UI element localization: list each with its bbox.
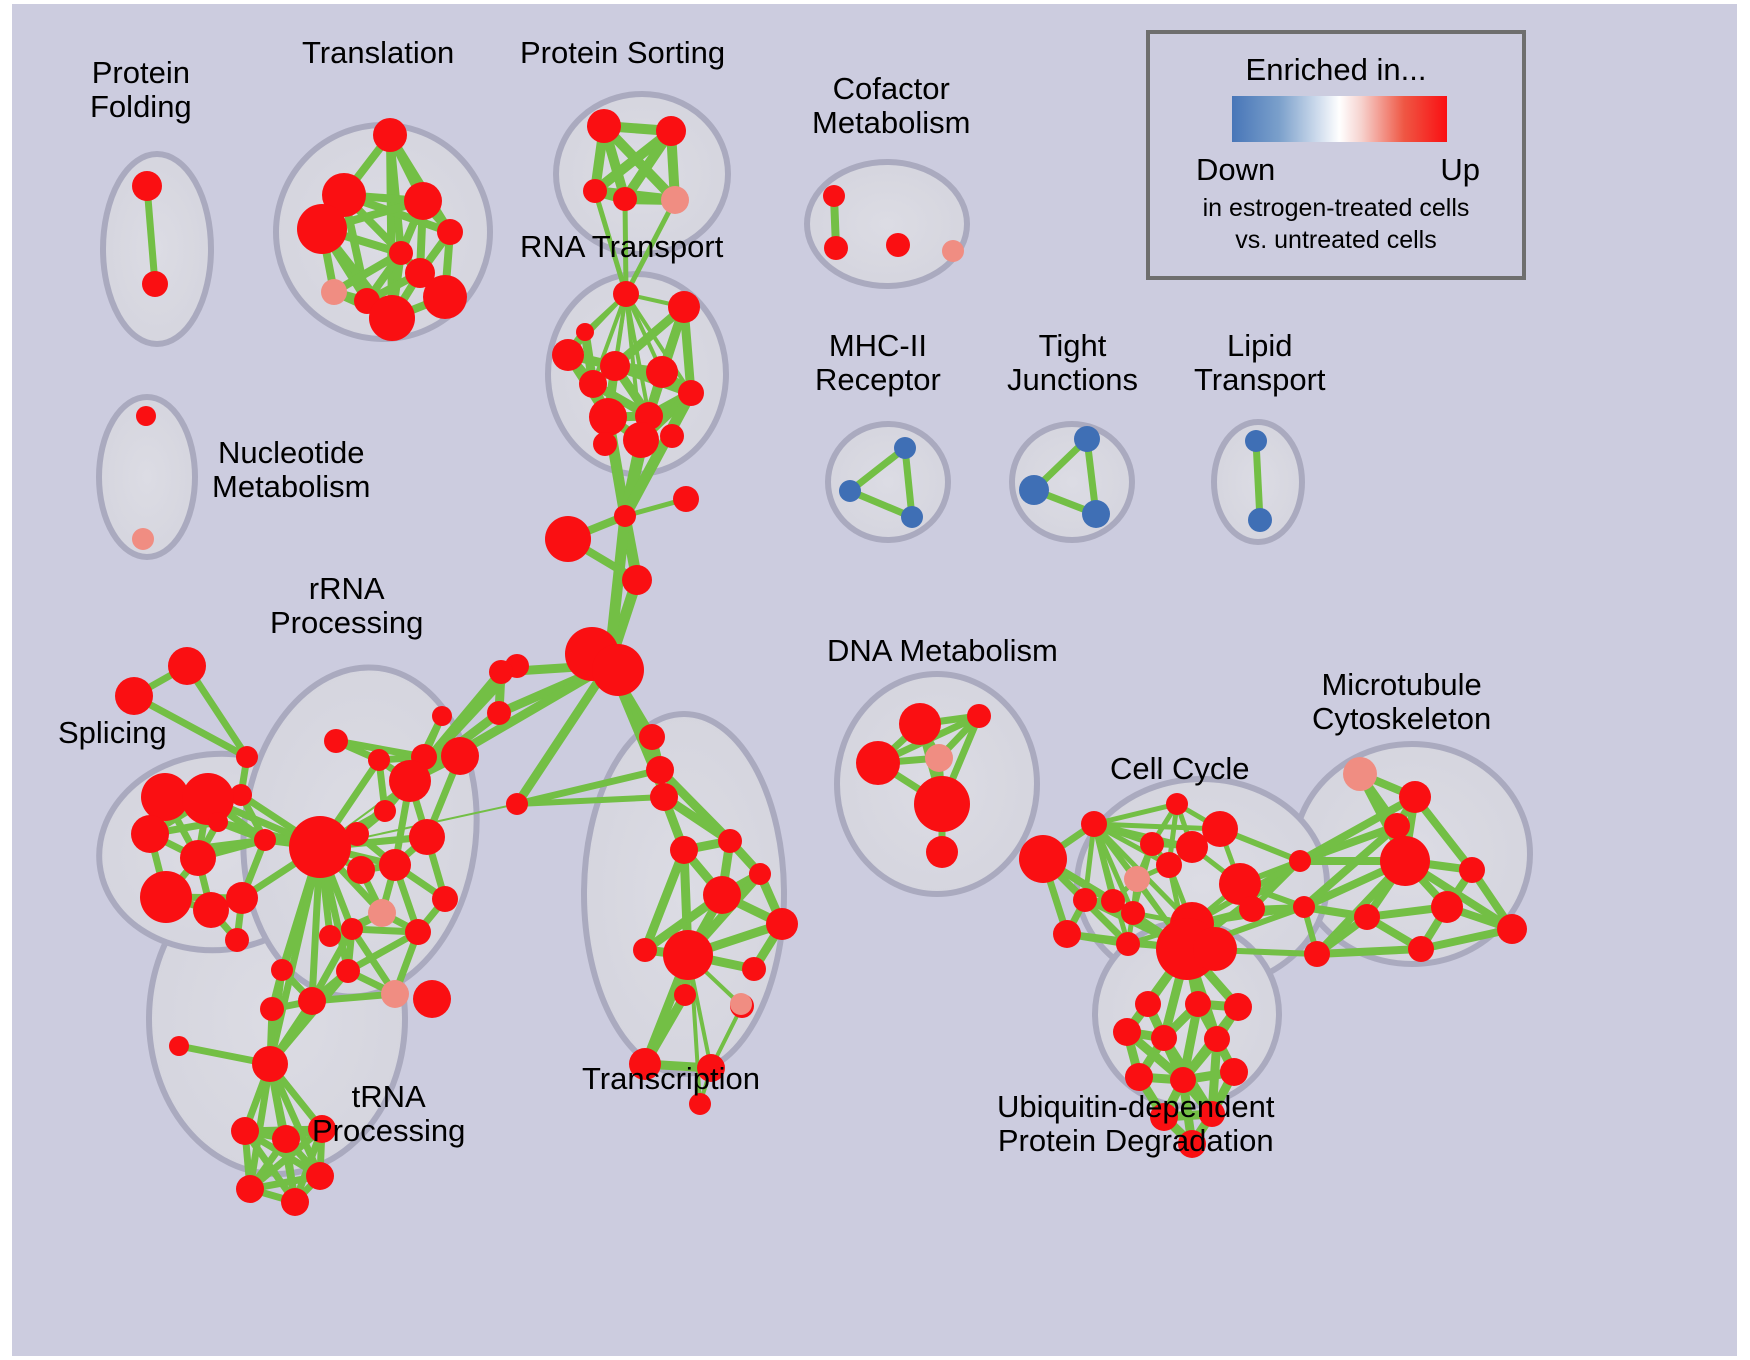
cluster-label-cofactor: Cofactor Metabolism (812, 71, 971, 140)
legend-subtitle-1: in estrogen-treated cells (1202, 194, 1470, 222)
cluster-label-dna-metabolism: DNA Metabolism (827, 633, 1058, 668)
network-graph (96, 91, 1533, 1216)
cluster-label-protein-folding: Protein Folding (90, 55, 192, 124)
network-canvas: Protein Folding Translation Protein Sort… (12, 4, 1737, 1356)
cluster-label-trna-processing: tRNA Processing (312, 1079, 466, 1148)
hull-cofactor-metabolism (804, 159, 970, 289)
cluster-label-splicing: Splicing (58, 715, 167, 750)
legend-down-label: Down (1196, 152, 1276, 187)
legend-color-bar (1232, 96, 1447, 142)
legend-panel: Enriched in... Down Up in estrogen-treat… (1146, 30, 1526, 280)
cluster-label-rna-transport: RNA Transport (520, 229, 724, 264)
legend-up-label: Up (1440, 152, 1480, 187)
legend-title: Enriched in... (1245, 52, 1427, 87)
hull-protein-folding (100, 151, 214, 347)
cluster-label-nucleotide: Nucleotide Metabolism (212, 435, 371, 504)
cluster-label-rrna-processing: rRNA Processing (270, 571, 424, 640)
cluster-label-lipid-transport: Lipid Transport (1194, 328, 1326, 397)
cluster-label-cell-cycle: Cell Cycle (1110, 751, 1250, 786)
cluster-label-transcription: Transcription (582, 1061, 761, 1096)
cluster-label-tight-junctions: Tight Junctions (1007, 328, 1138, 397)
network-nodes[interactable] (115, 109, 1527, 1216)
cluster-label-microtubule: Microtubule Cytoskeleton (1312, 667, 1492, 736)
hull-nucleotide-metabolism (96, 394, 198, 560)
legend-subtitle-2: vs. untreated cells (1235, 226, 1437, 254)
cluster-label-translation: Translation (302, 35, 455, 70)
cluster-label-protein-sorting: Protein Sorting (520, 35, 726, 70)
cluster-label-mhc-ii: MHC-II Receptor (815, 328, 941, 397)
cluster-label-ubiquitin: Ubiquitin-dependent Protein Degradation (997, 1089, 1275, 1158)
